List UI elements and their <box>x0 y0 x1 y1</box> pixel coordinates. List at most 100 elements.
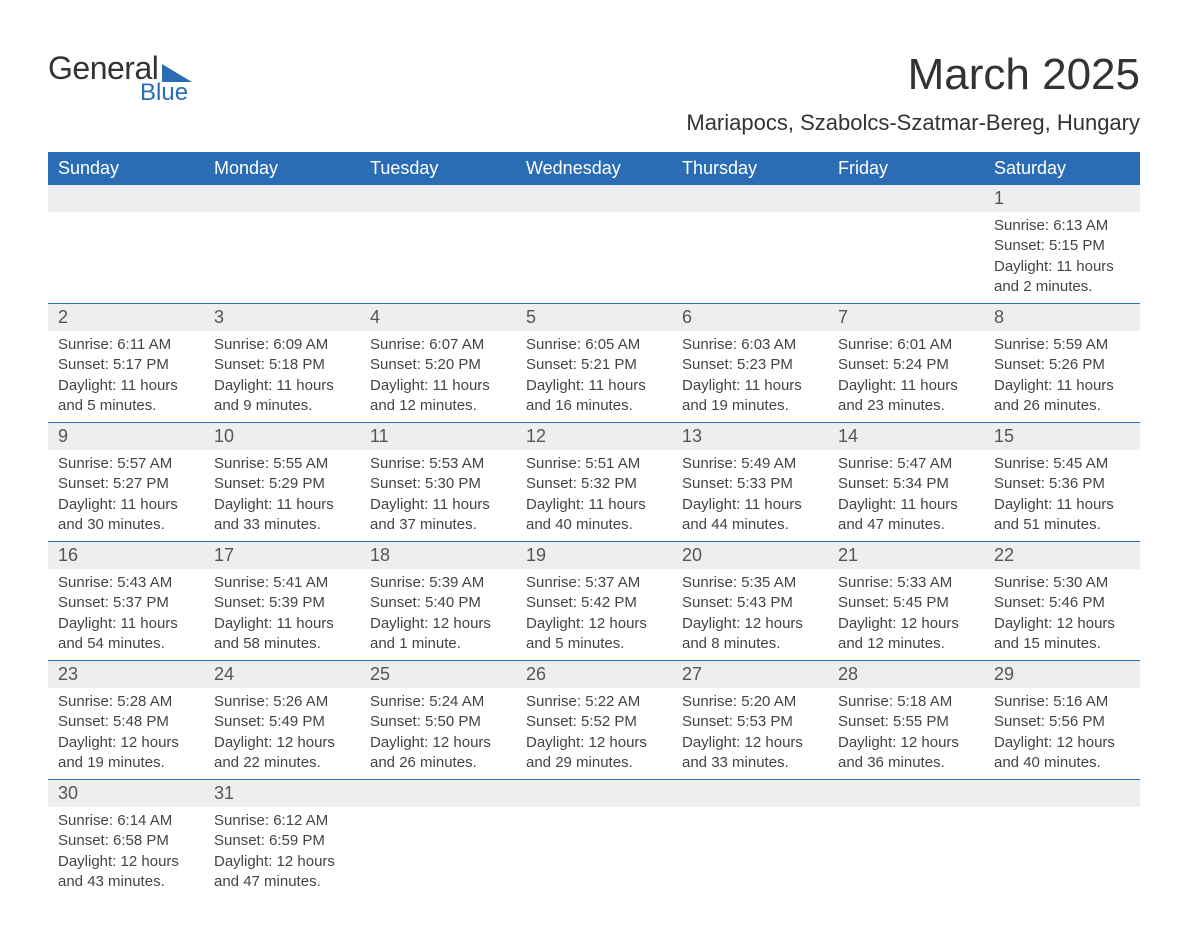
day-number: 28 <box>828 661 984 688</box>
sunrise-text: Sunrise: 5:33 AM <box>838 573 974 593</box>
calendar-cell: 3Sunrise: 6:09 AMSunset: 5:18 PMDaylight… <box>204 304 360 423</box>
calendar-cell: 4Sunrise: 6:07 AMSunset: 5:20 PMDaylight… <box>360 304 516 423</box>
day-number: 16 <box>48 542 204 569</box>
day-header: Wednesday <box>516 152 672 185</box>
sunrise-text: Sunrise: 5:18 AM <box>838 692 974 712</box>
day-number: 1 <box>984 185 1140 212</box>
day-details: Sunrise: 5:45 AMSunset: 5:36 PMDaylight:… <box>984 450 1140 541</box>
sunset-text: Sunset: 5:21 PM <box>526 355 662 375</box>
sunrise-text: Sunrise: 5:55 AM <box>214 454 350 474</box>
daylight-line1: Daylight: 12 hours <box>58 733 194 753</box>
sunrise-text: Sunrise: 6:03 AM <box>682 335 818 355</box>
daylight-line2: and 16 minutes. <box>526 396 662 416</box>
daylight-line1: Daylight: 11 hours <box>994 257 1130 277</box>
day-number: 22 <box>984 542 1140 569</box>
daylight-line1: Daylight: 12 hours <box>838 614 974 634</box>
day-number: 26 <box>516 661 672 688</box>
sunrise-text: Sunrise: 5:20 AM <box>682 692 818 712</box>
sunset-text: Sunset: 5:15 PM <box>994 236 1130 256</box>
day-number: 5 <box>516 304 672 331</box>
daylight-line1: Daylight: 11 hours <box>370 495 506 515</box>
daylight-line2: and 8 minutes. <box>682 634 818 654</box>
header-region: General Blue March 2025 Mariapocs, Szabo… <box>48 50 1140 136</box>
calendar-cell: 21Sunrise: 5:33 AMSunset: 5:45 PMDayligh… <box>828 542 984 661</box>
day-number: 6 <box>672 304 828 331</box>
calendar-cell: 15Sunrise: 5:45 AMSunset: 5:36 PMDayligh… <box>984 423 1140 542</box>
sunrise-text: Sunrise: 6:05 AM <box>526 335 662 355</box>
daylight-line2: and 26 minutes. <box>994 396 1130 416</box>
sunset-text: Sunset: 5:33 PM <box>682 474 818 494</box>
sunrise-text: Sunrise: 5:22 AM <box>526 692 662 712</box>
daylight-line1: Daylight: 12 hours <box>994 733 1130 753</box>
sunset-text: Sunset: 5:20 PM <box>370 355 506 375</box>
sunset-text: Sunset: 5:36 PM <box>994 474 1130 494</box>
sunrise-text: Sunrise: 5:43 AM <box>58 573 194 593</box>
sunrise-text: Sunrise: 5:41 AM <box>214 573 350 593</box>
day-details: Sunrise: 5:22 AMSunset: 5:52 PMDaylight:… <box>516 688 672 779</box>
calendar-cell: 28Sunrise: 5:18 AMSunset: 5:55 PMDayligh… <box>828 661 984 780</box>
daylight-line1: Daylight: 11 hours <box>58 495 194 515</box>
day-number: 25 <box>360 661 516 688</box>
daylight-line1: Daylight: 12 hours <box>526 614 662 634</box>
day-details: Sunrise: 6:01 AMSunset: 5:24 PMDaylight:… <box>828 331 984 422</box>
daylight-line1: Daylight: 11 hours <box>838 495 974 515</box>
day-number-empty <box>516 185 672 212</box>
daylight-line1: Daylight: 12 hours <box>370 733 506 753</box>
calendar-cell <box>48 185 204 304</box>
sunset-text: Sunset: 5:49 PM <box>214 712 350 732</box>
day-details: Sunrise: 6:09 AMSunset: 5:18 PMDaylight:… <box>204 331 360 422</box>
calendar-cell: 11Sunrise: 5:53 AMSunset: 5:30 PMDayligh… <box>360 423 516 542</box>
calendar-cell: 18Sunrise: 5:39 AMSunset: 5:40 PMDayligh… <box>360 542 516 661</box>
calendar-cell: 7Sunrise: 6:01 AMSunset: 5:24 PMDaylight… <box>828 304 984 423</box>
sunrise-text: Sunrise: 5:35 AM <box>682 573 818 593</box>
daylight-line2: and 26 minutes. <box>370 753 506 773</box>
sunrise-text: Sunrise: 6:14 AM <box>58 811 194 831</box>
calendar-week-row: 16Sunrise: 5:43 AMSunset: 5:37 PMDayligh… <box>48 542 1140 661</box>
sunset-text: Sunset: 5:52 PM <box>526 712 662 732</box>
daylight-line1: Daylight: 11 hours <box>370 376 506 396</box>
day-number-empty <box>672 185 828 212</box>
calendar-cell: 31Sunrise: 6:12 AMSunset: 6:59 PMDayligh… <box>204 780 360 899</box>
sunrise-text: Sunrise: 5:45 AM <box>994 454 1130 474</box>
day-details: Sunrise: 5:57 AMSunset: 5:27 PMDaylight:… <box>48 450 204 541</box>
day-number-empty <box>984 780 1140 807</box>
daylight-line2: and 30 minutes. <box>58 515 194 535</box>
sunset-text: Sunset: 5:32 PM <box>526 474 662 494</box>
day-number: 27 <box>672 661 828 688</box>
calendar-week-row: 23Sunrise: 5:28 AMSunset: 5:48 PMDayligh… <box>48 661 1140 780</box>
sunrise-text: Sunrise: 5:39 AM <box>370 573 506 593</box>
daylight-line2: and 22 minutes. <box>214 753 350 773</box>
day-number-empty <box>828 185 984 212</box>
brand-blue-text: Blue <box>140 79 192 107</box>
calendar-cell: 13Sunrise: 5:49 AMSunset: 5:33 PMDayligh… <box>672 423 828 542</box>
sunset-text: Sunset: 5:50 PM <box>370 712 506 732</box>
sunset-text: Sunset: 5:24 PM <box>838 355 974 375</box>
daylight-line2: and 5 minutes. <box>526 634 662 654</box>
sunset-text: Sunset: 5:46 PM <box>994 593 1130 613</box>
calendar-cell: 9Sunrise: 5:57 AMSunset: 5:27 PMDaylight… <box>48 423 204 542</box>
calendar-cell <box>672 780 828 899</box>
calendar-cell: 22Sunrise: 5:30 AMSunset: 5:46 PMDayligh… <box>984 542 1140 661</box>
sunset-text: Sunset: 5:40 PM <box>370 593 506 613</box>
day-details: Sunrise: 5:55 AMSunset: 5:29 PMDaylight:… <box>204 450 360 541</box>
calendar-cell: 5Sunrise: 6:05 AMSunset: 5:21 PMDaylight… <box>516 304 672 423</box>
sunset-text: Sunset: 5:30 PM <box>370 474 506 494</box>
daylight-line2: and 51 minutes. <box>994 515 1130 535</box>
sunset-text: Sunset: 6:58 PM <box>58 831 194 851</box>
calendar-week-row: 2Sunrise: 6:11 AMSunset: 5:17 PMDaylight… <box>48 304 1140 423</box>
calendar-cell <box>204 185 360 304</box>
daylight-line1: Daylight: 11 hours <box>526 495 662 515</box>
calendar-cell: 23Sunrise: 5:28 AMSunset: 5:48 PMDayligh… <box>48 661 204 780</box>
daylight-line2: and 40 minutes. <box>994 753 1130 773</box>
day-details: Sunrise: 5:53 AMSunset: 5:30 PMDaylight:… <box>360 450 516 541</box>
daylight-line1: Daylight: 12 hours <box>58 852 194 872</box>
day-number: 29 <box>984 661 1140 688</box>
sunrise-text: Sunrise: 6:07 AM <box>370 335 506 355</box>
sunrise-text: Sunrise: 5:49 AM <box>682 454 818 474</box>
day-details: Sunrise: 6:05 AMSunset: 5:21 PMDaylight:… <box>516 331 672 422</box>
daylight-line1: Daylight: 11 hours <box>214 614 350 634</box>
day-number: 11 <box>360 423 516 450</box>
day-details: Sunrise: 5:28 AMSunset: 5:48 PMDaylight:… <box>48 688 204 779</box>
calendar-cell: 16Sunrise: 5:43 AMSunset: 5:37 PMDayligh… <box>48 542 204 661</box>
daylight-line2: and 1 minute. <box>370 634 506 654</box>
